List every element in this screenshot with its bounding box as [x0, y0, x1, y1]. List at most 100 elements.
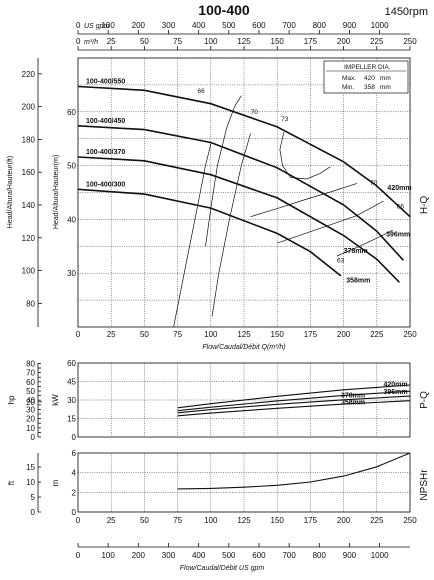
bottom-gpm-tick-label: 300 [162, 551, 176, 560]
hq-curve [77, 85, 411, 218]
top-gpm-tick-label: 600 [252, 21, 266, 30]
top-gpm-tick-label: 300 [162, 21, 176, 30]
hq-curve-label: 100-400/450 [86, 118, 125, 125]
hq-x-tick-label: 250 [403, 330, 417, 339]
top-gpm-tick-label: 1000 [371, 21, 389, 30]
hq-x-tick-label: 100 [204, 330, 218, 339]
kw-tick-label: 60 [67, 359, 76, 368]
npsh-x-tick-label: 75 [173, 516, 182, 525]
hq-x-tick-label: 75 [173, 330, 182, 339]
power-curve-label: 358mm [341, 399, 365, 406]
npsh-m-tick-label: 6 [72, 449, 77, 458]
speed-label: 1450rpm [385, 6, 428, 18]
kw-tick-label: 15 [67, 415, 76, 424]
hp-tick-label: 70 [26, 369, 35, 378]
diameter-label: 420mm [387, 185, 411, 192]
top-m3h-tick-label: 200 [337, 37, 351, 46]
npsh-ft-tick-label: 5 [31, 493, 36, 502]
hq-frame [77, 57, 411, 328]
power-curve [177, 384, 411, 409]
hp-tick-label: 30 [26, 405, 35, 414]
head-ft-axis-title: Head/Altura/Hauteur(ft) [7, 156, 14, 228]
diameter-label: 358mm [346, 277, 370, 284]
efficiency-label: 70 [370, 180, 378, 187]
head-m-tick-label: 50 [67, 162, 76, 171]
impeller-min-value: 358 [364, 84, 375, 91]
top-m3h-zero: 0 [76, 37, 81, 46]
top-gpm-unit: US gpm [84, 23, 109, 30]
top-m3h-tick-label: 150 [271, 37, 285, 46]
bottom-gpm-tick-label: 1000 [371, 551, 389, 560]
npsh-x-tick-label: 125 [237, 516, 251, 525]
top-gpm-tick-label: 200 [132, 21, 146, 30]
efficiency-contour [277, 200, 384, 244]
bottom-gpm-tick-label: 900 [343, 551, 357, 560]
head-ft-tick-label: 120 [22, 234, 36, 243]
kw-tick-label: 45 [67, 378, 76, 387]
hq-panel: 0 25 50 75 100 125 150 175 200 225 250 Flow/Caudal/… [7, 57, 417, 407]
hq-x-tick-label: 50 [140, 330, 149, 339]
npsh-x-tick-label: 175 [304, 516, 318, 525]
efficiency-contour [205, 95, 242, 247]
head-m-tick-label: 30 [67, 269, 76, 278]
hq-x-tick-label: 150 [271, 330, 285, 339]
bottom-gpm-tick-label: 500 [222, 551, 236, 560]
hp-axis-title: hp [7, 395, 16, 404]
top-m3h-tick-label: 100 [204, 37, 218, 46]
efficiency-contour [173, 144, 212, 328]
head-ft-tick-label: 220 [22, 70, 36, 79]
impeller-max-value: 420 [364, 75, 375, 82]
kw-tick-label: 0 [72, 433, 77, 442]
hq-x-tick-label: 125 [237, 330, 251, 339]
hp-tick-label: 0 [31, 433, 36, 442]
npsh-x-tick-label: 50 [140, 516, 149, 525]
npsh-x-tick-label: 0 [76, 516, 81, 525]
efficiency-contour [250, 183, 358, 218]
kw-tick-label: 30 [67, 396, 76, 405]
npsh-m-axis-title: m [51, 479, 60, 486]
head-ft-tick-label: 140 [22, 201, 36, 210]
top-m3h-unit: m³/h [84, 39, 98, 46]
npsh-x-tick-label: 225 [370, 516, 384, 525]
bottom-gpm-axis-title: Flow/Caudal/Débit US gpm [180, 565, 265, 572]
hq-x-tick-label: 200 [337, 330, 351, 339]
hq-x-tick-label: 0 [76, 330, 81, 339]
top-gpm-tick-label: 400 [192, 21, 206, 30]
hp-tick-label: 40 [26, 396, 35, 405]
power-curve [177, 395, 411, 414]
npsh-x-tick-label: 250 [403, 516, 417, 525]
top-m3h-tick-label: 250 [403, 37, 417, 46]
top-m3h-tick-label: 50 [140, 37, 149, 46]
npsh-ft-axis-title: ft [7, 480, 16, 485]
hp-tick-label: 10 [26, 424, 35, 433]
top-gpm-tick-label: 900 [343, 21, 357, 30]
npsh-x-tick-label: 25 [107, 516, 116, 525]
top-gpm-zero: 0 [76, 21, 81, 30]
hp-tick-label: 80 [26, 359, 35, 368]
npsh-m-tick-label: 0 [72, 508, 77, 517]
head-m-tick-label: 40 [67, 215, 76, 224]
hq-curve-label: 100-400/300 [86, 181, 125, 188]
efficiency-contour [211, 133, 251, 317]
top-gpm-tick-label: 800 [313, 21, 327, 30]
chart-title: 100-400 [198, 2, 250, 18]
kw-axis-title: kW [51, 394, 60, 406]
head-ft-tick-label: 160 [22, 168, 36, 177]
pq-frame [77, 362, 411, 438]
hq-x-tick-label: 25 [107, 330, 116, 339]
hq-curve-label: 100-400/550 [86, 79, 125, 86]
hq-x-tick-label: 175 [304, 330, 318, 339]
impeller-box [323, 60, 409, 94]
efficiency-label: 63 [337, 257, 345, 264]
head-m-axis-title: Head/Altura/Hauteur(m) [53, 155, 60, 229]
efficiency-label: 70 [251, 109, 259, 116]
top-m3h-tick-label: 75 [173, 37, 182, 46]
top-m3h-tick-label: 175 [304, 37, 318, 46]
top-m3h-tick-label: 25 [107, 37, 116, 46]
top-m3h-tick-label: 125 [237, 37, 251, 46]
bottom-gpm-tick-label: 600 [252, 551, 266, 560]
impeller-max-label: Max. [342, 75, 356, 82]
head-ft-tick-label: 80 [26, 299, 35, 308]
